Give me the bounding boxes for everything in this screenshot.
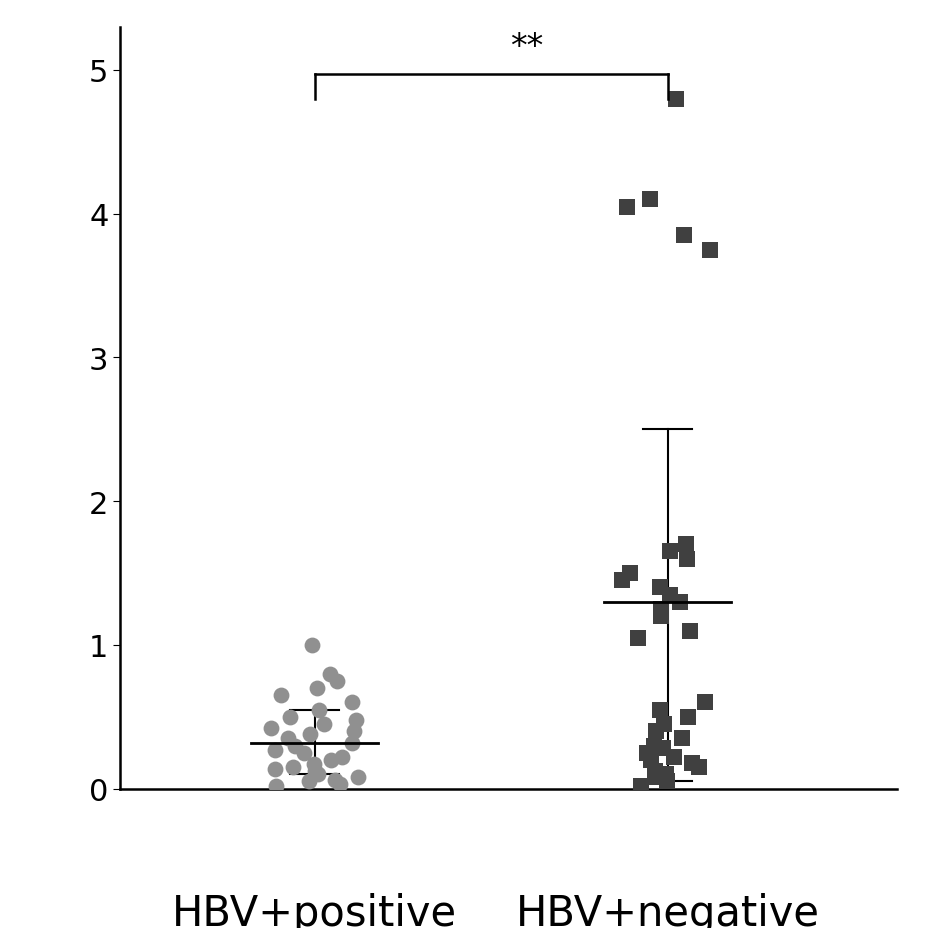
Point [674,731,689,746]
Point [312,702,327,717]
Point [309,681,324,696]
Point [282,710,297,725]
Point [274,688,289,702]
Point [268,761,283,776]
Point [330,674,345,689]
Point [647,739,661,754]
Point [660,774,674,789]
Point [652,580,667,595]
Point [691,760,706,775]
Point [619,200,634,214]
Point [643,753,658,767]
Point [643,193,658,208]
Point [268,779,283,793]
Point [656,741,671,756]
Point [669,92,684,107]
Point [653,609,668,624]
Point [302,727,317,741]
Point [288,739,302,754]
Point [662,587,677,602]
Point [697,695,712,710]
Point [264,721,278,736]
Point [654,602,669,617]
Point [648,764,663,779]
Point [657,716,672,731]
Point [678,537,693,552]
Text: **: ** [510,31,543,64]
Point [311,767,326,782]
Point [680,551,695,566]
Point [634,779,648,793]
Point [702,243,717,258]
Point [286,760,301,775]
Point [631,631,646,646]
Point [684,755,699,770]
Point [327,773,342,788]
Point [677,228,692,243]
Point [640,745,655,760]
Point [316,716,331,731]
Point [345,695,360,710]
Point [648,770,663,785]
Point [648,724,663,739]
Point [652,702,667,717]
Point [681,710,696,725]
Point [672,595,687,610]
Point [304,638,319,652]
Point [623,566,637,581]
Point [302,774,316,789]
Text: HBV+positive: HBV+positive [172,892,457,928]
Point [683,624,697,638]
Point [351,770,365,785]
Point [659,767,673,782]
Point [281,731,296,746]
Point [324,753,339,767]
Point [333,777,348,792]
Point [307,764,322,779]
Point [349,713,364,728]
Point [667,750,682,765]
Point [614,574,629,588]
Point [345,735,360,750]
Point [347,724,362,739]
Point [323,666,338,681]
Point [296,745,311,760]
Text: HBV+negative: HBV+negative [515,892,820,928]
Point [335,750,350,765]
Point [267,742,282,757]
Point [662,545,677,560]
Point [307,757,322,772]
